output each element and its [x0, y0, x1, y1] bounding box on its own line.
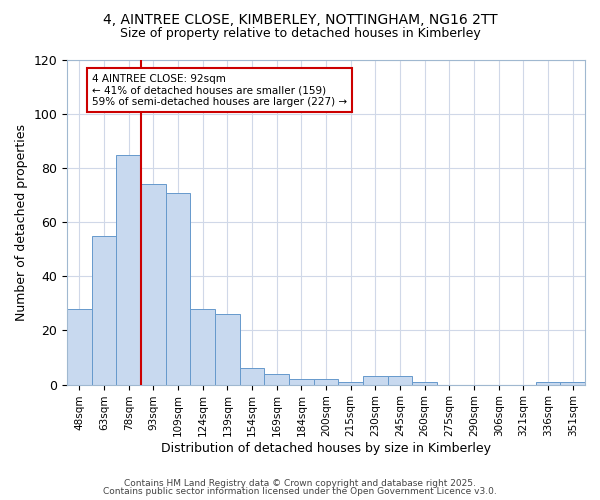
Bar — [289, 379, 314, 384]
Bar — [338, 382, 363, 384]
Bar — [388, 376, 412, 384]
X-axis label: Distribution of detached houses by size in Kimberley: Distribution of detached houses by size … — [161, 442, 491, 455]
Bar — [67, 309, 92, 384]
Text: Contains public sector information licensed under the Open Government Licence v3: Contains public sector information licen… — [103, 487, 497, 496]
Text: 4, AINTREE CLOSE, KIMBERLEY, NOTTINGHAM, NG16 2TT: 4, AINTREE CLOSE, KIMBERLEY, NOTTINGHAM,… — [103, 12, 497, 26]
Bar — [314, 379, 338, 384]
Text: Size of property relative to detached houses in Kimberley: Size of property relative to detached ho… — [119, 28, 481, 40]
Text: Contains HM Land Registry data © Crown copyright and database right 2025.: Contains HM Land Registry data © Crown c… — [124, 478, 476, 488]
Bar — [560, 382, 585, 384]
Bar — [412, 382, 437, 384]
Bar — [166, 192, 190, 384]
Bar — [215, 314, 240, 384]
Text: 4 AINTREE CLOSE: 92sqm
← 41% of detached houses are smaller (159)
59% of semi-de: 4 AINTREE CLOSE: 92sqm ← 41% of detached… — [92, 74, 347, 106]
Bar — [240, 368, 265, 384]
Bar — [141, 184, 166, 384]
Bar — [116, 154, 141, 384]
Bar — [363, 376, 388, 384]
Y-axis label: Number of detached properties: Number of detached properties — [15, 124, 28, 321]
Bar — [190, 309, 215, 384]
Bar — [92, 236, 116, 384]
Bar — [265, 374, 289, 384]
Bar — [536, 382, 560, 384]
